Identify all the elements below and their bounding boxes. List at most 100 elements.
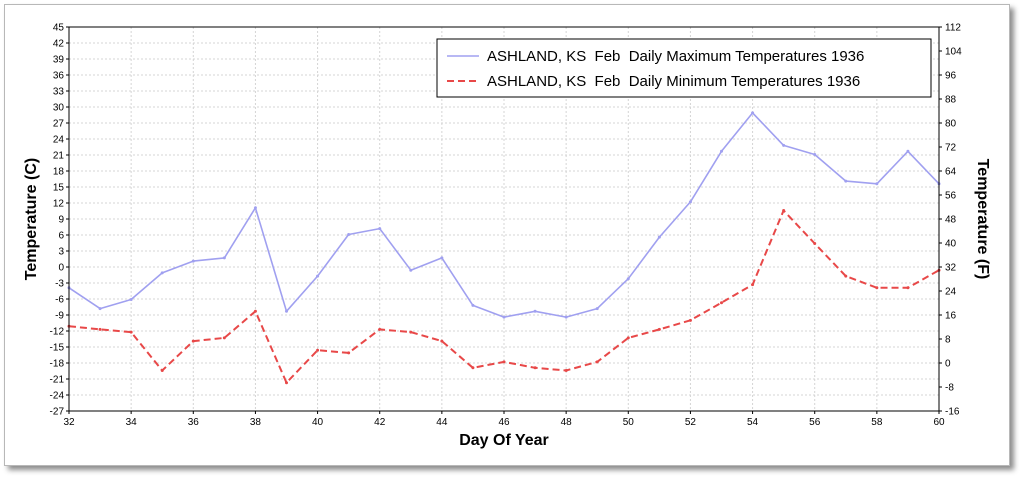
max-point: [875, 182, 879, 186]
min-point: [347, 351, 351, 355]
left-tick-label: -6: [55, 295, 64, 306]
left-tick-label: 21: [53, 151, 65, 162]
right-y-axis-title: Temperature (F): [974, 159, 991, 280]
max-point: [906, 149, 910, 153]
min-point: [564, 368, 568, 372]
x-tick-label: 48: [561, 417, 573, 428]
min-point: [285, 381, 288, 385]
left-tick-label: 42: [53, 39, 65, 50]
left-tick-label: 24: [53, 135, 65, 146]
left-y-axis: 4542393633302724211815129630-3-6-9-12-15…: [50, 23, 69, 418]
left-tick-label: -24: [50, 391, 65, 402]
right-tick-label: 32: [945, 263, 957, 274]
min-point: [222, 336, 226, 340]
min-point: [253, 309, 257, 313]
left-y-axis-title: Temperature (C): [23, 158, 40, 280]
x-axis-title: Day Of Year: [459, 432, 549, 449]
left-tick-label: -21: [50, 375, 65, 386]
x-tick-label: 40: [312, 417, 324, 428]
min-point: [626, 336, 630, 340]
temperature-chart: 4542393633302724211815129630-3-6-9-12-15…: [23, 23, 991, 450]
left-tick-label: 12: [53, 199, 65, 210]
left-tick-label: 39: [53, 55, 65, 66]
min-point: [316, 348, 320, 352]
x-tick-label: 46: [498, 417, 510, 428]
min-point: [502, 360, 506, 364]
left-tick-label: 15: [53, 183, 65, 194]
max-point: [378, 227, 382, 231]
x-tick-label: 52: [685, 417, 697, 428]
max-point: [502, 315, 506, 319]
min-point: [440, 339, 444, 343]
x-tick-label: 42: [374, 417, 386, 428]
min-point: [875, 286, 879, 290]
chart-frame: 45 42 39 36 33 30 27 24 21 18 15 12 9 6 3 0 -3 -6 -9 -12 -15…: [4, 4, 1010, 466]
right-tick-label: 8: [945, 335, 951, 346]
left-tick-label: 3: [58, 247, 64, 258]
max-point: [751, 111, 755, 115]
max-point: [129, 298, 133, 302]
max-point: [316, 274, 320, 278]
left-tick-label: 9: [58, 215, 64, 226]
right-tick-label: 88: [945, 95, 957, 106]
max-point: [347, 232, 351, 236]
series-layer: [67, 111, 941, 385]
max-point: [191, 259, 195, 263]
right-tick-label: 0: [945, 359, 951, 370]
x-tick-label: 34: [126, 417, 138, 428]
left-tick-label: -27: [50, 407, 65, 418]
x-tick-label: 44: [436, 417, 448, 428]
x-tick-label: 54: [747, 417, 759, 428]
max-point: [657, 235, 661, 239]
left-tick-label: 45: [53, 23, 65, 34]
min-point: [191, 339, 195, 343]
left-tick-label: -3: [55, 279, 64, 290]
max-point: [160, 271, 164, 275]
left-tick-label: -9: [55, 311, 64, 322]
min-point: [129, 330, 133, 334]
right-tick-label: 72: [945, 143, 957, 154]
min-point: [160, 368, 164, 372]
right-tick-label: -8: [945, 383, 954, 394]
x-tick-label: 36: [188, 417, 200, 428]
left-tick-label: 18: [53, 167, 65, 178]
min-point: [844, 274, 848, 278]
left-tick-label: -18: [50, 359, 65, 370]
right-tick-label: -16: [945, 407, 960, 418]
max-point: [98, 307, 102, 311]
right-tick-label: 80: [945, 119, 957, 130]
right-tick-label: 96: [945, 71, 957, 82]
max-point: [626, 277, 630, 281]
min-point: [782, 208, 786, 212]
gridlines: [68, 26, 940, 412]
max-point: [222, 256, 226, 260]
max-point: [782, 143, 786, 147]
right-tick-label: 24: [945, 287, 957, 298]
right-tick-label: 64: [945, 167, 957, 178]
max-point: [564, 315, 568, 319]
x-tick-label: 38: [250, 417, 262, 428]
max-point: [688, 200, 692, 204]
left-tick-label: -12: [50, 327, 65, 338]
max-point: [285, 309, 288, 313]
min-point: [471, 366, 475, 370]
max-point: [595, 307, 599, 311]
right-tick-label: 112: [945, 23, 961, 34]
min-point: [906, 286, 910, 290]
legend-entry-min: ASHLAND, KS Feb Daily Minimum Temperatur…: [487, 73, 860, 90]
min-point: [813, 242, 817, 246]
min-point: [720, 301, 723, 305]
min-point: [378, 327, 382, 331]
max-point: [409, 268, 413, 272]
right-tick-label: 56: [945, 191, 957, 202]
legend-entry-max: ASHLAND, KS Feb Daily Maximum Temperatur…: [487, 48, 864, 65]
right-tick-label: 16: [945, 311, 957, 322]
max-point: [471, 303, 475, 307]
left-tick-label: 33: [53, 87, 65, 98]
left-tick-label: 27: [53, 119, 65, 130]
left-tick-label: -15: [50, 343, 65, 354]
max-point: [720, 149, 723, 153]
legend-box: [436, 38, 932, 98]
min-point: [751, 283, 755, 287]
